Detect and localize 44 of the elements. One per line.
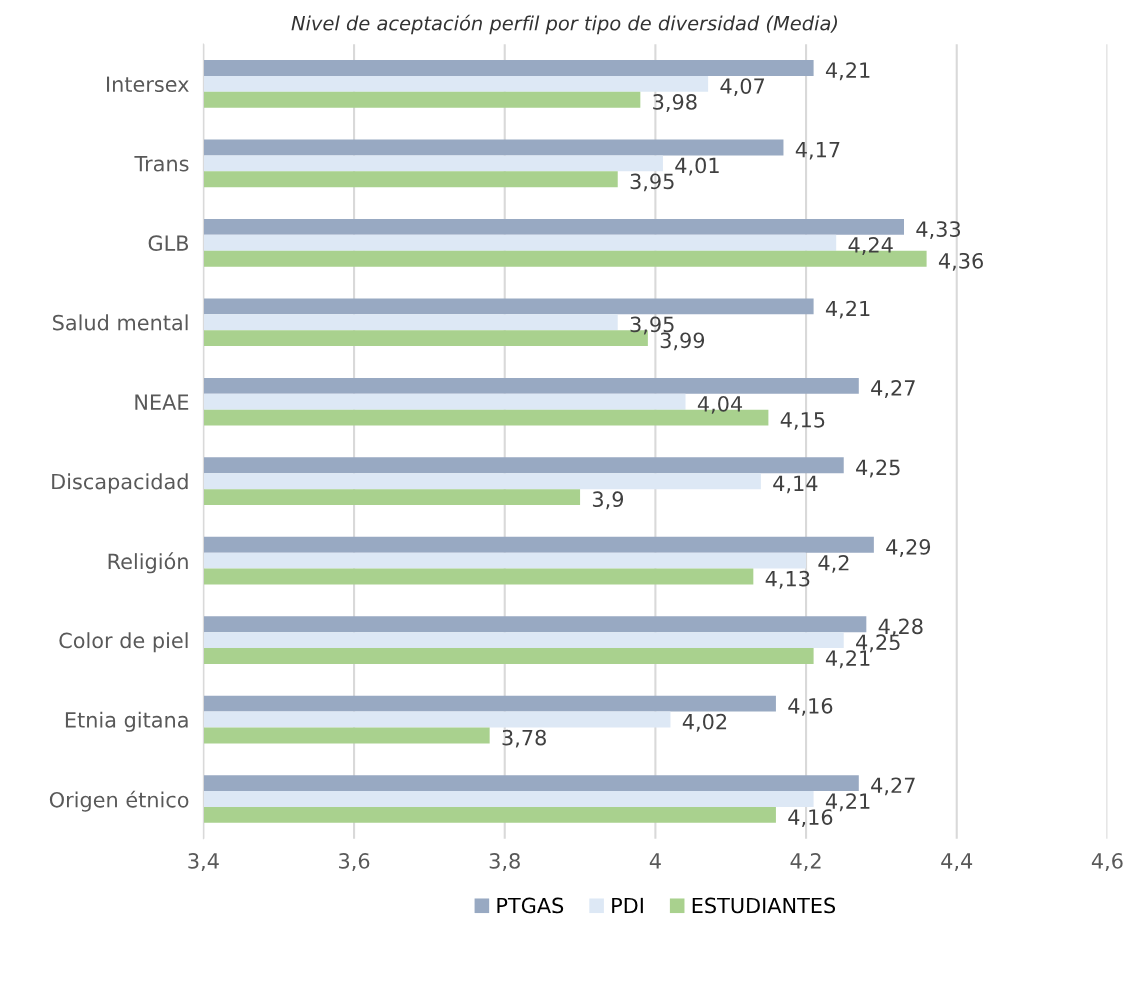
- data-label: 4,27: [871, 777, 915, 796]
- data-label: 4,21: [825, 300, 870, 319]
- data-label: 4,21: [825, 62, 870, 81]
- y-tick-label: Color de piel: [59, 632, 188, 653]
- data-label: 3,95: [630, 173, 674, 192]
- data-label: 4,2: [818, 554, 849, 573]
- y-tick-label: Salud mental: [53, 314, 188, 331]
- chart-title: Nivel de aceptación perfil por tipo de diversidad (Media): [291, 14, 838, 35]
- data-label: 4,14: [773, 475, 818, 494]
- data-label: 4,36: [938, 252, 983, 271]
- data-label: 3,98: [653, 94, 697, 112]
- x-tick-label: 3,8: [489, 853, 520, 871]
- data-label: 4,25: [856, 459, 900, 478]
- x-tick-label: 4,6: [1091, 853, 1123, 871]
- y-tick-label: Origen étnico: [49, 790, 189, 812]
- data-label: 3,78: [502, 729, 546, 748]
- data-label: 4,24: [848, 237, 893, 255]
- data-label: 4,17: [795, 141, 840, 160]
- y-tick-label: Trans: [134, 156, 189, 172]
- data-label: 4,04: [697, 395, 743, 414]
- x-tick-label: 4,2: [790, 853, 821, 871]
- y-tick-label: Intersex: [107, 76, 189, 93]
- y-tick-label: GLB: [148, 235, 189, 252]
- legend-label: PDI: [612, 897, 643, 914]
- data-label: 4,27: [871, 380, 915, 398]
- x-tick-label: 4: [649, 853, 661, 869]
- data-label: 4,01: [675, 157, 719, 176]
- y-tick-label: Religión: [108, 552, 188, 574]
- data-label: 4,07: [720, 78, 765, 97]
- data-label: 4,13: [765, 570, 810, 589]
- data-label: 4,15: [780, 412, 825, 430]
- data-label: 4,33: [916, 221, 961, 240]
- data-label: 4,29: [886, 539, 931, 557]
- legend-label: ESTUDIANTES: [692, 897, 836, 914]
- y-tick-label: NEAE: [135, 394, 189, 410]
- data-label: 4,16: [788, 697, 833, 716]
- x-tick-label: 3,6: [339, 853, 370, 871]
- y-tick-label: Etnia gitana: [65, 711, 188, 732]
- y-tick-label: Discapacidad: [52, 473, 188, 494]
- x-tick-label: 3,4: [188, 853, 219, 871]
- x-tick-label: 4,4: [941, 853, 973, 871]
- data-label: 3,9: [592, 491, 624, 510]
- legend-label: PTGAS: [497, 897, 564, 914]
- data-label: 4,02: [682, 713, 727, 732]
